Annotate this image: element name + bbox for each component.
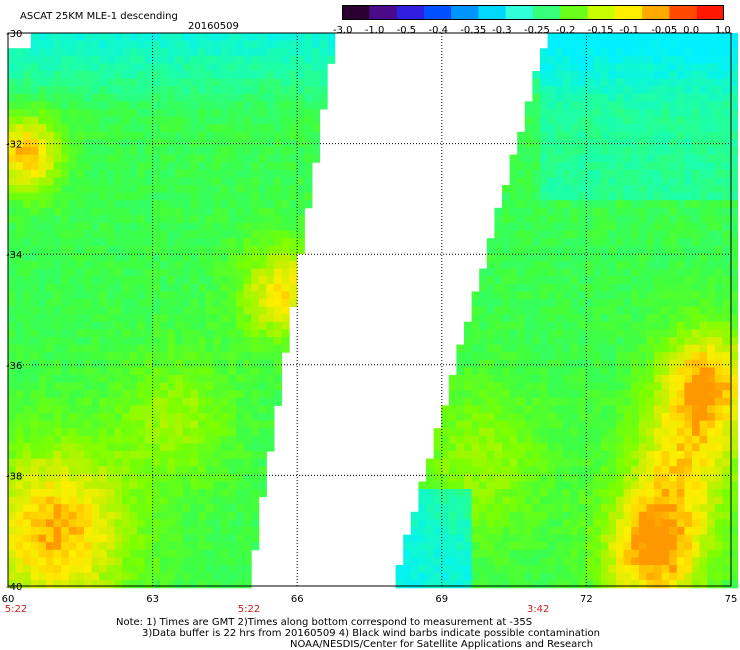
- x-tick-label: 69: [435, 594, 448, 605]
- colorbar-swatch: [505, 5, 534, 20]
- colorbar-tick-label: -1.0: [364, 25, 385, 36]
- lat-lon-grid: [8, 33, 731, 586]
- colorbar-tick-label: -0.1: [619, 25, 640, 36]
- y-tick-label: -30: [6, 29, 22, 40]
- x-tick-label: 75: [725, 594, 738, 605]
- note-line-3: NOAA/NESDIS/Center for Satellite Applica…: [290, 639, 594, 650]
- swath-time-label: 3:42: [527, 604, 549, 615]
- colorbar-swatch: [614, 5, 643, 20]
- colorbar-swatch: [396, 5, 425, 20]
- colorbar-swatch: [478, 5, 507, 20]
- y-tick-label: -34: [6, 250, 22, 261]
- colorbar-tick-label: -0.4: [428, 25, 449, 36]
- swath-time-label: 5:22: [238, 604, 260, 615]
- note-line-1: Note: 1) Times are GMT 2)Times along bot…: [116, 617, 533, 628]
- colorbar-tick-label: -0.5: [396, 25, 417, 36]
- y-tick-label: -32: [6, 140, 22, 151]
- colorbar-tick-label: -0.15: [587, 25, 614, 36]
- colorbar-swatch: [342, 5, 370, 20]
- y-tick-label: -36: [6, 361, 22, 372]
- y-tick-label: -38: [6, 471, 22, 482]
- colorbar-tick-label: -3.0: [333, 25, 353, 36]
- note-line-2: 3)Data buffer is 22 hrs from 20160509 4)…: [142, 628, 600, 639]
- colorbar-swatch: [642, 5, 671, 20]
- colorbar-tick-label: -0.2: [555, 25, 576, 36]
- colorbar-swatch: [423, 5, 452, 20]
- colorbar-swatch: [451, 5, 480, 20]
- colorbar-swatch: [696, 5, 724, 20]
- colorbar-tick-label: 1.0: [715, 25, 731, 36]
- map-title: ASCAT 25KM MLE-1 descending: [20, 11, 178, 22]
- x-tick-label: 66: [291, 594, 304, 605]
- colorbar-swatch: [587, 5, 616, 20]
- colorbar-tick-label: -0.35: [460, 25, 487, 36]
- colorbar-swatch: [669, 5, 698, 20]
- colorbar-tick-label: -0.3: [492, 25, 512, 36]
- scatterometer-cells: [8, 33, 739, 589]
- colorbar: [342, 5, 724, 20]
- colorbar-swatch: [369, 5, 398, 20]
- x-tick-label: 60: [2, 594, 15, 605]
- colorbar-tick-label: -0.25: [524, 25, 550, 36]
- colorbar-tick-label: -0.05: [651, 25, 678, 36]
- map-date: 20160509: [188, 21, 239, 32]
- swath-time-label: 5:22: [5, 604, 27, 615]
- colorbar-tick-label: 0.0: [683, 25, 700, 36]
- colorbar-swatch: [533, 5, 561, 20]
- x-tick-label: 72: [580, 594, 593, 605]
- y-tick-label: -40: [6, 582, 22, 593]
- x-tick-label: 63: [146, 594, 159, 605]
- map-frame: [7, 32, 732, 587]
- colorbar-swatch: [560, 5, 589, 20]
